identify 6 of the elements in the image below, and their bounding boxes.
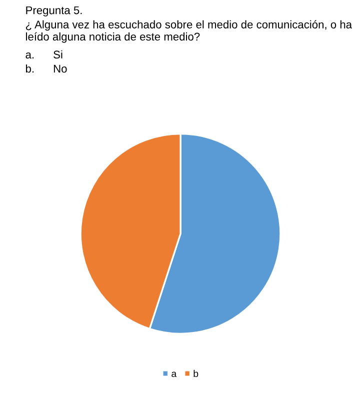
legend-label: a (172, 372, 177, 378)
chart-title: Pregunta 5. (26, 6, 82, 16)
chart-subtitle: ¿ Alguna vez ha escuchado sobre el medio de comunicación, o ha leído alguna noticia de este medio? (26, 20, 352, 43)
text: b. No (26, 64, 67, 73)
legend-label: b (194, 370, 198, 378)
text: a. Si (26, 50, 62, 59)
